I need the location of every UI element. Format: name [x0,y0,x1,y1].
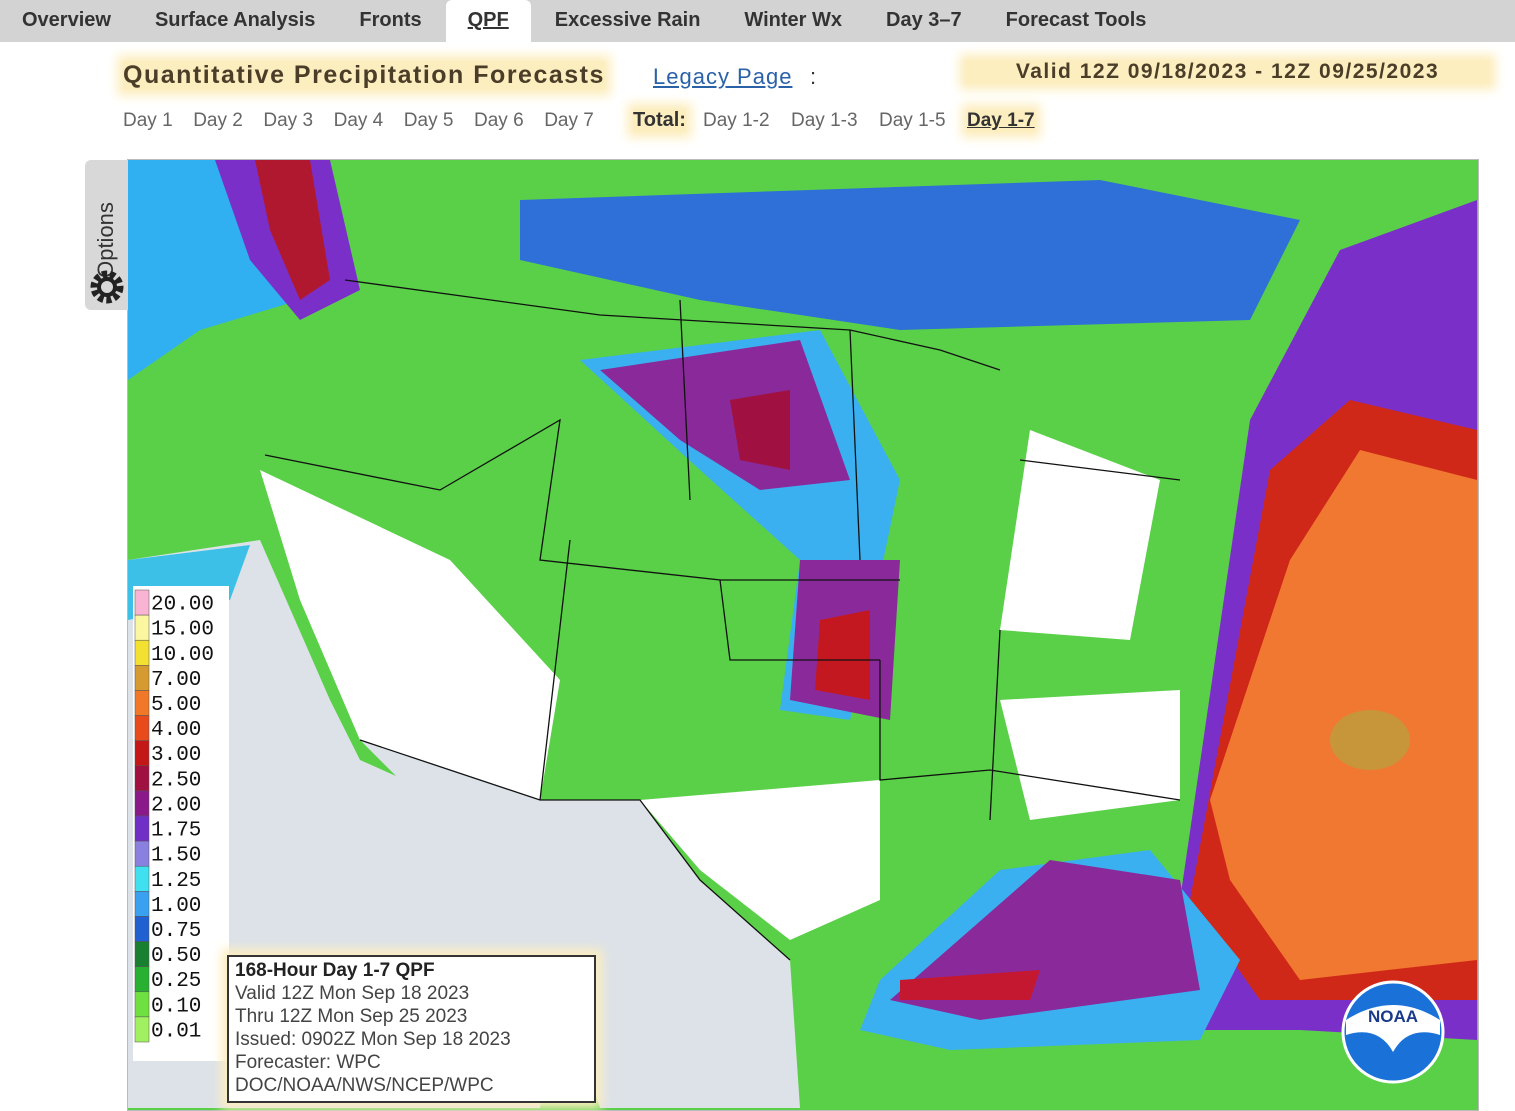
legend-label: 1.50 [151,845,201,868]
nav-tab[interactable]: Overview [22,9,111,31]
legend-label: 1.75 [151,820,201,843]
day-link[interactable]: Day 1 [123,110,173,131]
nav-tab[interactable]: Fronts [359,9,422,31]
info-line: Forecaster: WPC [235,1052,381,1073]
day-link[interactable]: Day 5 [403,110,454,131]
info-line: DOC/NOAA/NWS/NCEP/WPC [235,1075,494,1096]
legacy-link[interactable]: Legacy Page [653,64,793,89]
nav-bar: Overview Surface Analysis Fronts QPF Excessi… [0,0,1515,42]
legend-swatch [134,790,150,817]
legend-label: 2.00 [151,794,201,817]
legend-swatch [134,1016,150,1043]
legend-swatch [134,715,150,741]
legend-swatch [134,614,150,641]
day-link[interactable]: Day 2 [193,110,243,131]
info-line: Valid 12Z Mon Sep 18 2023 [235,983,470,1004]
mexico [360,740,800,1108]
info-line: Thru 12Z Mon Sep 25 2023 [235,1006,468,1027]
dry-midwest [1000,430,1160,640]
legend-label: 2.50 [151,769,201,792]
dry-southeast [1000,690,1180,820]
legend-label: 4.00 [151,719,201,742]
total-link[interactable]: Day 1-2 [703,110,770,131]
legend-swatch [134,991,150,1018]
legend-label: 0.10 [151,995,201,1018]
legend-label: 0.01 [151,1020,201,1043]
info-title: 168-Hour Day 1-7 QPF [235,960,435,981]
nav-tab[interactable]: Day 3–7 [886,9,962,31]
atlantic-orange [1210,450,1477,980]
colon: : [810,64,817,89]
legend-swatch [134,765,150,792]
qpf-map [128,160,1478,1110]
dakota-max [730,390,790,470]
legend-label: 20.00 [151,594,214,617]
info-box: 168-Hour Day 1-7 QPF Valid 12Z Mon Sep 18… [227,955,596,1103]
legend-swatch [134,639,150,666]
kansas-max [815,610,870,700]
day-link[interactable]: Day 3 [263,110,314,131]
nav-tab[interactable]: Winter Wx [744,9,843,31]
borders [264,279,1181,961]
day-link[interactable]: Day 4 [333,110,384,131]
total-label: Total: [633,109,686,132]
dry-west [260,470,560,800]
legend-label: 10.00 [151,644,214,667]
legend-label: 1.25 [151,870,201,893]
logo-text: NOAA [1368,1007,1418,1026]
legend-swatch [134,815,150,842]
total-link[interactable]: Day 1-7 [967,110,1035,132]
day-link[interactable]: Day 6 [474,110,524,131]
legend-label: 3.00 [151,744,201,767]
legend-label: 1.00 [151,895,201,918]
options-label: Options [93,202,118,278]
nav-tab[interactable]: Forecast Tools [1005,9,1147,31]
gulf-max [900,970,1040,1000]
legend-label: 5.00 [151,694,201,717]
options-icon: Options [90,202,124,304]
legend-swatch [134,941,150,967]
legend-swatch [134,916,150,942]
dry-texas [640,780,880,940]
legend-label: 15.00 [151,619,214,642]
total-link[interactable]: Day 1-3 [791,110,858,131]
legend-swatch [134,690,150,716]
valid-period: Valid 12Z 09/18/2023 - 12Z 09/25/2023 [965,60,1490,84]
legend-swatch [134,891,150,917]
total-link[interactable]: Day 1-5 [879,110,946,131]
north-band [520,180,1300,330]
legend-swatch [134,865,150,892]
nav-tab[interactable]: Surface Analysis [154,9,316,31]
legend-label: 7.00 [151,669,201,692]
legend-label: 0.75 [151,920,201,943]
legend-swatch [134,740,150,767]
info-line: Issued: 0902Z Mon Sep 18 2023 [235,1029,511,1050]
gear [90,270,124,304]
legend-label: 0.50 [151,945,201,968]
day-link[interactable]: Day 7 [544,110,594,131]
map-frame [127,159,1479,1111]
legend-swatch [134,966,150,993]
noaa-logo: NOAA [1341,980,1445,1084]
nav-tab[interactable]: QPF [445,0,531,42]
logo-gull [1346,1005,1440,1052]
gear-core [97,277,117,297]
page-title: Quantitative Precipitation Forecasts [123,61,605,90]
legend-swatch [134,589,150,616]
legend-label: 0.25 [151,970,201,993]
options-tab[interactable]: Options [85,160,128,310]
atlantic-max [1330,710,1410,770]
legend-swatch [134,665,150,691]
nav-tab[interactable]: Excessive Rain [554,9,701,31]
pacific-max [255,160,330,300]
legend-swatch [134,840,150,867]
